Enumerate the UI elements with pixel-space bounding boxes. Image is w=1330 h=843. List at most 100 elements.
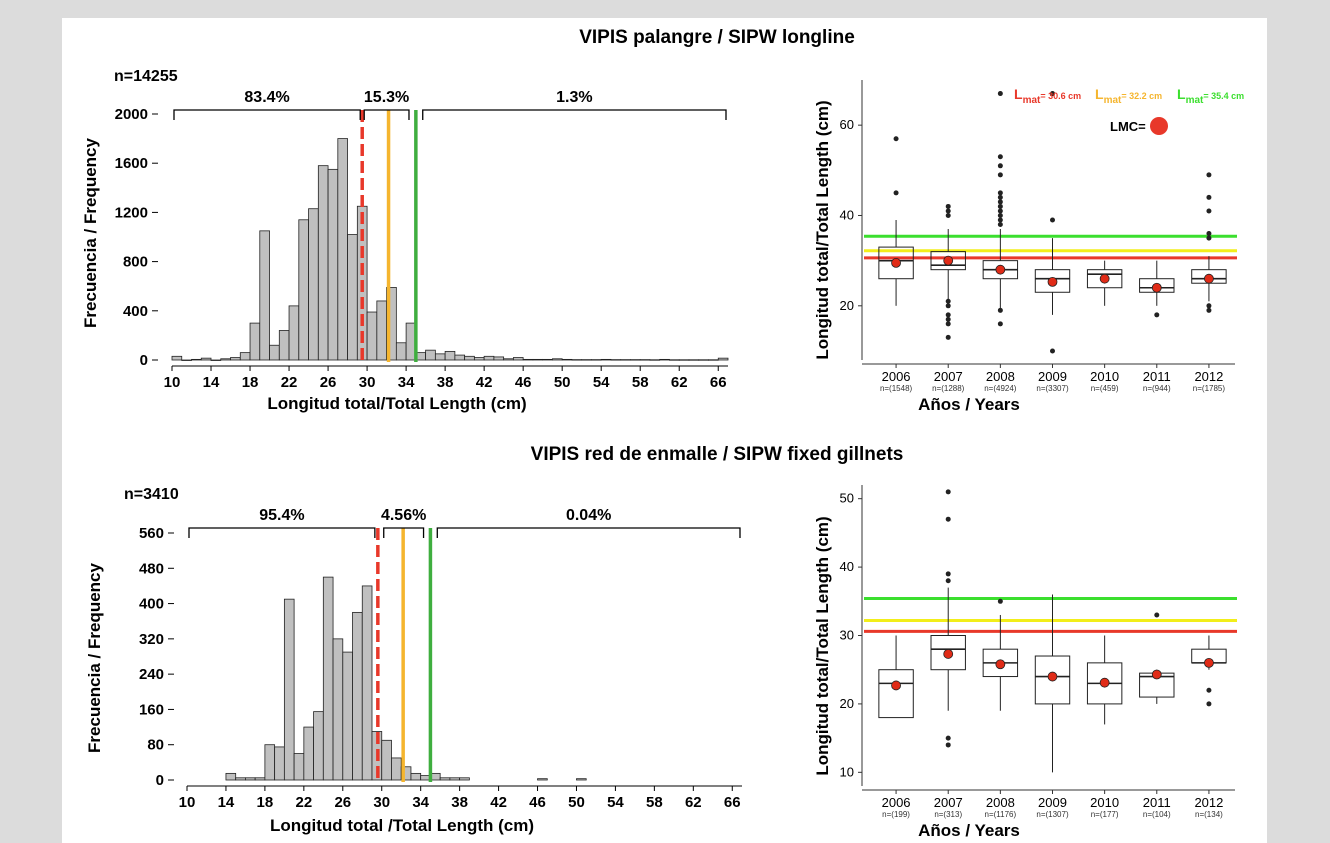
boxplot-longline-y-label: Longitud total/Total Length (cm) — [813, 100, 832, 359]
x-tick-label: 2010 — [1090, 369, 1119, 384]
outlier-point — [1050, 217, 1055, 223]
histogram-bar — [688, 359, 700, 361]
histogram-bar — [434, 353, 446, 361]
boxplot-gillnets-lmat-lines — [864, 597, 1237, 633]
sample-count-label: n=(104) — [1143, 810, 1171, 819]
histogram-bar — [439, 777, 451, 781]
outlier-point — [945, 303, 951, 309]
mean-point — [1047, 671, 1058, 682]
sample-count-label: n=(199) — [882, 810, 910, 819]
histogram-bar — [537, 778, 548, 781]
y-tick-label: 60 — [840, 117, 854, 132]
sample-count-label: n=(4924) — [984, 384, 1017, 393]
x-tick-label: 34 — [412, 794, 429, 811]
histogram-bar — [386, 287, 397, 361]
histogram-bar — [303, 726, 314, 781]
histogram-bar — [220, 358, 231, 361]
sample-size-longline: n=14255 — [114, 68, 178, 85]
x-tick-label: 46 — [515, 374, 532, 391]
boxplot-gillnets-y-label: Longitud total/Total Length (cm) — [813, 516, 832, 775]
outlier-point — [945, 298, 951, 304]
outlier-point — [997, 208, 1003, 214]
histogram-gillnets-lmat-lines — [376, 528, 433, 782]
histogram-bar — [332, 638, 344, 781]
x-tick-label: 54 — [593, 374, 610, 391]
histogram-longline-x-label: Longitud total/Total Length (cm) — [267, 394, 526, 413]
figure-panel: VIPIS palangre / SIPW longline VIPIS red… — [62, 18, 1267, 843]
panel-title-gillnets: VIPIS red de enmalle / SIPW fixed gillne… — [531, 444, 904, 465]
outlier-point — [997, 91, 1003, 97]
histogram-bar — [269, 344, 280, 361]
histogram-bar — [708, 359, 719, 361]
histogram-bar — [561, 358, 573, 361]
histogram-bar — [313, 711, 324, 781]
outlier-point — [997, 194, 1003, 200]
x-tick-label: 50 — [568, 794, 585, 811]
histogram-bar — [576, 778, 587, 781]
histogram-bar — [298, 219, 309, 361]
sample-count-label: n=(1176) — [985, 810, 1017, 819]
y-tick-label: 0 — [156, 772, 164, 789]
outlier-point — [945, 571, 951, 577]
histogram-bar — [659, 358, 670, 361]
segment-percent-label: 95.4% — [259, 507, 304, 524]
histogram-bar — [503, 358, 514, 361]
histogram-bar — [249, 322, 261, 361]
histogram-bar — [322, 576, 334, 781]
histogram-bar — [191, 358, 202, 361]
lmc-legend-label: LMC= — [1110, 119, 1146, 134]
histogram-bar — [352, 611, 363, 781]
histogram-bar — [649, 359, 661, 361]
histogram-bar — [181, 359, 192, 361]
x-tick-label: 2007 — [934, 795, 963, 810]
mean-point — [1204, 273, 1214, 284]
outlier-point — [997, 307, 1003, 313]
histogram-bar — [210, 359, 222, 361]
histogram-bar — [512, 357, 524, 361]
histogram-bar — [361, 585, 373, 781]
histogram-bar — [293, 753, 305, 781]
panel-title-longline: VIPIS palangre / SIPW longline — [579, 27, 855, 48]
outlier-point — [945, 516, 951, 522]
histogram-bar — [717, 357, 729, 361]
boxplot-gillnets-x-label: Años / Years — [918, 821, 1020, 840]
x-tick-label: 54 — [607, 794, 624, 811]
x-tick-label: 42 — [490, 794, 507, 811]
histogram-bar — [620, 359, 631, 361]
mean-point — [995, 659, 1006, 670]
histogram-bar — [337, 138, 348, 361]
outlier-point — [1050, 348, 1055, 354]
box-body — [1034, 655, 1071, 705]
outlier-point — [893, 136, 899, 142]
segment-bracket — [383, 527, 425, 538]
sample-count-label: n=(1785) — [1193, 384, 1226, 393]
y-tick-label: 80 — [147, 737, 164, 754]
y-tick-label: 560 — [139, 525, 164, 542]
histogram-bar — [200, 357, 212, 361]
box-body — [878, 246, 914, 280]
y-tick-label: 30 — [840, 628, 854, 643]
histogram-bar — [376, 300, 387, 361]
histogram-bar — [342, 651, 353, 781]
outlier-point — [1206, 208, 1212, 214]
histogram-bar — [395, 342, 407, 361]
x-tick-label: 2006 — [882, 369, 911, 384]
x-tick-label: 2012 — [1194, 369, 1223, 384]
histogram-bar — [327, 168, 339, 361]
histogram-bar — [493, 356, 505, 361]
x-tick-label: 66 — [710, 374, 727, 391]
x-tick-label: 2006 — [882, 795, 911, 810]
x-tick-label: 42 — [476, 374, 493, 391]
histogram-bar — [230, 357, 241, 361]
histogram-longline-lmat-lines — [360, 110, 418, 362]
histogram-bar — [639, 359, 651, 361]
outlier-point — [945, 735, 951, 741]
y-tick-label: 480 — [139, 560, 164, 577]
outlier-point — [997, 217, 1003, 223]
histogram-longline-axes: 10 14 18 22 26 30 34 38 42 46 50 54 58 62 66 0 400 800 120… — [115, 106, 728, 391]
outlier-point — [945, 312, 951, 318]
mean-point — [1099, 677, 1110, 688]
segment-bracket — [436, 527, 741, 538]
mean-point — [1047, 276, 1058, 287]
y-tick-label: 1600 — [115, 155, 148, 172]
